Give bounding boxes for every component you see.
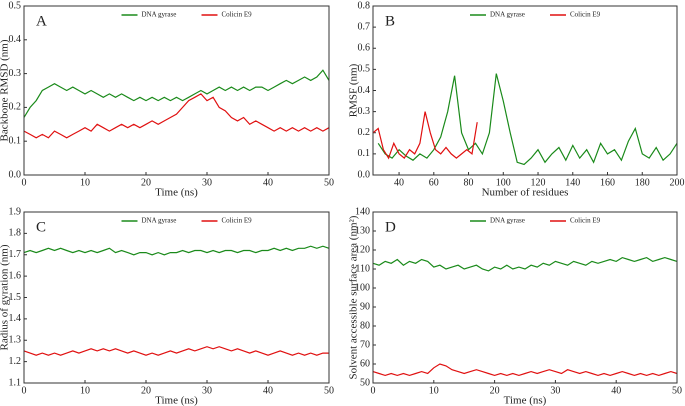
y-axis-title: Radius of gyration (nm) bbox=[0, 244, 11, 350]
x-tick-label: 40 bbox=[263, 177, 273, 188]
x-tick-label: 60 bbox=[429, 177, 439, 188]
x-tick-label: 50 bbox=[324, 177, 334, 188]
y-tick-label: 0.4 bbox=[9, 34, 22, 45]
panel: 50 60 70 80 90 100 110 120 130 140 0 10 20 30 40 50 DNA … bbox=[348, 206, 682, 406]
x-tick-label: 120 bbox=[531, 177, 546, 188]
legend-label: DNA gyrase bbox=[490, 11, 525, 19]
x-tick-label: 10 bbox=[80, 177, 90, 188]
x-tick-label: 0 bbox=[371, 385, 376, 396]
x-tick-label: 0 bbox=[22, 385, 27, 396]
y-tick-label: 110 bbox=[355, 263, 370, 274]
y-axis-title: Solvent accessible surface area (nm²) bbox=[348, 215, 360, 379]
series-line bbox=[23, 346, 329, 356]
panel-label: B bbox=[385, 13, 395, 29]
y-tick-label: 0.5 bbox=[9, 0, 22, 11]
y-tick-label: 120 bbox=[355, 244, 370, 255]
y-tick-label: 70 bbox=[360, 339, 370, 350]
x-tick-label: 50 bbox=[672, 385, 682, 396]
x-axis-title: Number of residues bbox=[482, 187, 569, 199]
legend-label: DNA gyrase bbox=[142, 11, 177, 19]
series-line bbox=[372, 256, 678, 272]
y-tick-label: 130 bbox=[355, 225, 370, 236]
series-line bbox=[377, 73, 678, 166]
legend-label: Colicin E9 bbox=[222, 217, 253, 225]
y-tick-label: 1.4 bbox=[9, 313, 22, 324]
x-tick-label: 40 bbox=[263, 385, 273, 396]
y-tick-label: 0.5 bbox=[358, 64, 371, 75]
x-tick-label: 50 bbox=[324, 385, 334, 396]
x-axis-title: Time (ns) bbox=[504, 395, 547, 406]
x-tick-label: 200 bbox=[670, 177, 685, 188]
y-tick-label: 1.8 bbox=[9, 228, 22, 239]
y-tick-label: 0.2 bbox=[358, 127, 371, 138]
legend-label: DNA gyrase bbox=[490, 217, 525, 225]
x-tick-label: 160 bbox=[600, 177, 615, 188]
y-tick-label: 50 bbox=[360, 377, 370, 388]
x-axis-title: Time (ns) bbox=[155, 187, 198, 199]
y-tick-label: 0.1 bbox=[358, 148, 371, 159]
y-axis-title: Backbone RMSD (nm) bbox=[0, 39, 11, 141]
x-tick-label: 20 bbox=[141, 385, 151, 396]
y-tick-label: 0.8 bbox=[358, 0, 371, 11]
panel: 1.1 1.2 1.3 1.4 1.5 1.6 1.7 1.8 1.9 0 10 20 30 40 50 DN… bbox=[0, 206, 334, 406]
x-tick-label: 10 bbox=[429, 385, 439, 396]
x-tick-label: 30 bbox=[550, 385, 560, 396]
y-axis-title: RMSF (nm) bbox=[348, 63, 360, 117]
panel: 0.0 0.1 0.2 0.3 0.4 0.5 0 10 20 30 40 50 DNA gyrase C… bbox=[0, 0, 334, 198]
series-line bbox=[23, 93, 330, 139]
y-tick-label: 0.3 bbox=[358, 106, 371, 117]
y-tick-label: 0.7 bbox=[358, 21, 371, 32]
y-tick-label: 90 bbox=[360, 301, 370, 312]
y-tick-label: 100 bbox=[355, 282, 370, 293]
series-line bbox=[23, 245, 330, 256]
x-tick-label: 80 bbox=[464, 177, 474, 188]
y-tick-label: 0.0 bbox=[358, 169, 371, 180]
panel-label: D bbox=[385, 219, 396, 235]
plot-frame bbox=[23, 5, 330, 176]
panel-label: A bbox=[36, 13, 47, 29]
series-line bbox=[372, 363, 678, 377]
y-tick-label: 0.6 bbox=[358, 43, 371, 54]
x-tick-label: 100 bbox=[496, 177, 511, 188]
x-axis-title: Time (ns) bbox=[155, 395, 198, 406]
y-tick-label: 0.4 bbox=[358, 85, 371, 96]
x-tick-label: 40 bbox=[394, 177, 404, 188]
y-tick-label: 1.3 bbox=[9, 335, 22, 346]
plot-frame bbox=[372, 5, 678, 176]
y-tick-label: 1.9 bbox=[9, 206, 22, 217]
x-tick-label: 20 bbox=[141, 177, 151, 188]
plot-frame bbox=[23, 211, 330, 384]
y-tick-label: 0.2 bbox=[9, 102, 22, 113]
plot-frame bbox=[372, 211, 678, 384]
x-tick-label: 20 bbox=[490, 385, 500, 396]
series-line bbox=[372, 111, 478, 160]
legend-label: Colicin E9 bbox=[570, 217, 601, 225]
legend-label: Colicin E9 bbox=[222, 11, 253, 19]
y-tick-label: 80 bbox=[360, 320, 370, 331]
y-tick-label: 0.0 bbox=[9, 169, 22, 180]
y-tick-label: 60 bbox=[360, 358, 370, 369]
x-tick-label: 40 bbox=[611, 385, 621, 396]
panel: 0.0 0.1 0.2 0.3 0.4 0.5 0.6 0.7 0.8 40 60 80 100 120 1… bbox=[348, 0, 685, 198]
x-tick-label: 30 bbox=[202, 177, 212, 188]
x-tick-label: 10 bbox=[80, 385, 90, 396]
y-tick-label: 1.7 bbox=[9, 249, 22, 260]
y-tick-label: 0.1 bbox=[9, 135, 22, 146]
y-tick-label: 1.6 bbox=[9, 270, 22, 281]
y-tick-label: 1.1 bbox=[9, 377, 22, 388]
y-tick-label: 140 bbox=[355, 206, 370, 217]
legend-label: DNA gyrase bbox=[142, 217, 177, 225]
y-tick-label: 1.5 bbox=[9, 292, 22, 303]
x-tick-label: 180 bbox=[635, 177, 650, 188]
x-tick-label: 30 bbox=[202, 385, 212, 396]
x-tick-label: 140 bbox=[565, 177, 580, 188]
y-tick-label: 1.2 bbox=[9, 356, 22, 367]
legend-label: Colicin E9 bbox=[570, 11, 601, 19]
x-tick-label: 0 bbox=[22, 177, 27, 188]
series-line bbox=[23, 69, 330, 118]
panel-label: C bbox=[36, 219, 46, 235]
y-tick-label: 0.3 bbox=[9, 68, 22, 79]
